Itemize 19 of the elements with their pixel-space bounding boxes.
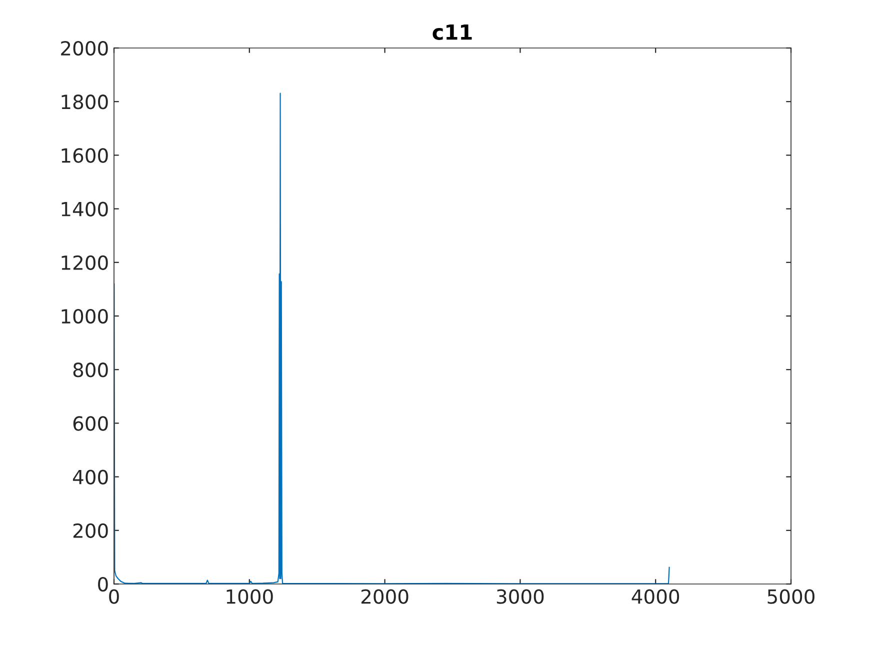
chart-title: c11 — [432, 24, 472, 40]
y-tick-label: 200 — [73, 523, 108, 538]
x-tick-label: 5000 — [768, 589, 814, 604]
y-tick-label: 1400 — [62, 202, 108, 216]
line-series — [114, 92, 670, 584]
x-tick-label: 3000 — [496, 589, 544, 604]
y-tick-label: 400 — [72, 470, 108, 484]
x-tick-label: 0 — [109, 589, 119, 604]
x-tick-label: 1000 — [226, 589, 273, 604]
y-tick-label: 800 — [73, 362, 108, 378]
y-tick-label: 1800 — [62, 94, 108, 110]
y-tick-label: 1600 — [62, 148, 108, 163]
x-tick-label: 2000 — [361, 589, 408, 604]
y-tick-label: 0 — [98, 576, 108, 592]
y-tick-label: 1200 — [62, 255, 108, 270]
y-tick-label: 2000 — [61, 40, 108, 56]
x-tick-label: 4000 — [632, 589, 680, 604]
y-tick-label: 600 — [73, 416, 108, 431]
y-tick-label: 1000 — [62, 308, 108, 324]
